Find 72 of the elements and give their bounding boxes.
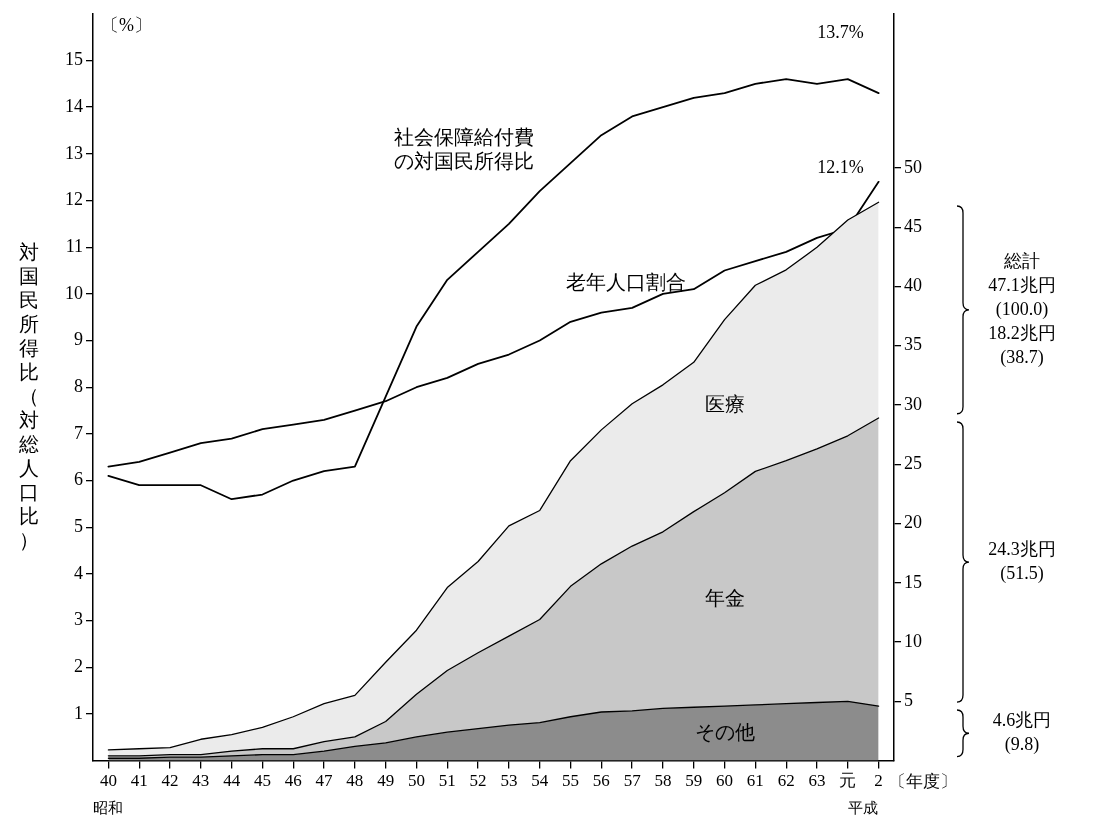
x-tick-label: 元 [839,771,857,791]
y2-tick-label: 10 [904,630,922,651]
x-tick-label: 55 [562,771,580,791]
x-tick-label: 49 [377,771,395,791]
y-tick-label: 2 [74,655,83,676]
x-tick-label: 60 [716,771,734,791]
x-tick-label: 52 [469,771,487,791]
text: (100.0) [995,298,1049,320]
text: 総計 [1003,250,1040,271]
x-tick-label: 62 [777,771,795,791]
y-tick-label: 8 [74,375,83,396]
text: 対国民所得比（対総人口比） [19,241,39,551]
y-tick-label: 9 [74,329,83,350]
y-tick-label: 11 [65,235,83,256]
x-tick-label: 44 [223,771,241,791]
x-tick-label: 63 [808,771,826,791]
y2-tick-label: 5 [904,690,913,711]
text: (51.5) [1000,562,1044,584]
y-tick-label: 10 [65,282,83,303]
y2-tick-label: 50 [904,156,922,177]
series-label: 医療 [704,393,745,416]
y2-tick-label: 15 [904,571,922,592]
annotation: 13.7% [817,21,864,42]
y-tick-label: 12 [65,189,83,210]
x-tick-label: 2 [874,771,883,791]
y2-tick-label: 20 [904,512,922,533]
y-tick-label: 6 [74,469,83,490]
text: 18.2兆円 [988,322,1056,343]
x-axis-title: 〔年度〕 [888,772,957,792]
y2-tick-label: 45 [904,215,922,236]
x-tick-label: 45 [253,771,271,791]
y-tick-label: 15 [65,49,83,70]
series-label: 老年人口割合 [566,271,687,294]
text: 平成 [848,799,879,816]
annotation: 12.1% [817,156,864,177]
x-tick-label: 43 [192,771,210,791]
annotation: 〔%〕 [101,14,152,35]
x-tick-label: 58 [654,771,672,791]
x-tick-label: 48 [346,771,364,791]
x-tick-label: 53 [500,771,518,791]
x-tick-label: 54 [531,771,549,791]
y-tick-label: 4 [74,562,83,583]
x-tick-label: 42 [161,771,179,791]
y-tick-label: 14 [65,95,83,116]
text: 47.1兆円 [988,274,1056,295]
y-tick-label: 13 [65,142,83,163]
x-tick-label: 51 [438,771,456,791]
x-tick-label: 57 [623,771,642,791]
x-tick-label: 46 [284,771,302,791]
y-tick-label: 1 [74,702,83,723]
y-tick-label: 3 [74,609,83,630]
y2-tick-label: 35 [904,334,922,355]
series-label: 社会保障給付費の対国民所得比 [393,126,534,173]
y-tick-label: 7 [74,422,83,443]
y2-tick-label: 25 [904,452,922,473]
x-tick-label: 40 [99,771,117,791]
text: 24.3兆円 [988,538,1056,559]
series-label: 年金 [704,586,745,609]
y-tick-label: 5 [74,515,83,536]
x-tick-label: 47 [315,771,334,791]
text: (38.7) [1000,346,1044,368]
x-tick-label: 59 [685,771,703,791]
series-label: その他 [694,720,755,743]
text: 昭和 [93,799,124,816]
x-tick-label: 50 [407,771,425,791]
x-tick-label: 41 [130,771,148,791]
x-tick-label: 56 [592,771,610,791]
text: (9.8) [1004,734,1040,756]
y2-tick-label: 30 [904,393,922,414]
text: 4.6兆円 [992,710,1052,731]
y2-tick-label: 40 [904,275,922,296]
x-tick-label: 61 [746,771,764,791]
